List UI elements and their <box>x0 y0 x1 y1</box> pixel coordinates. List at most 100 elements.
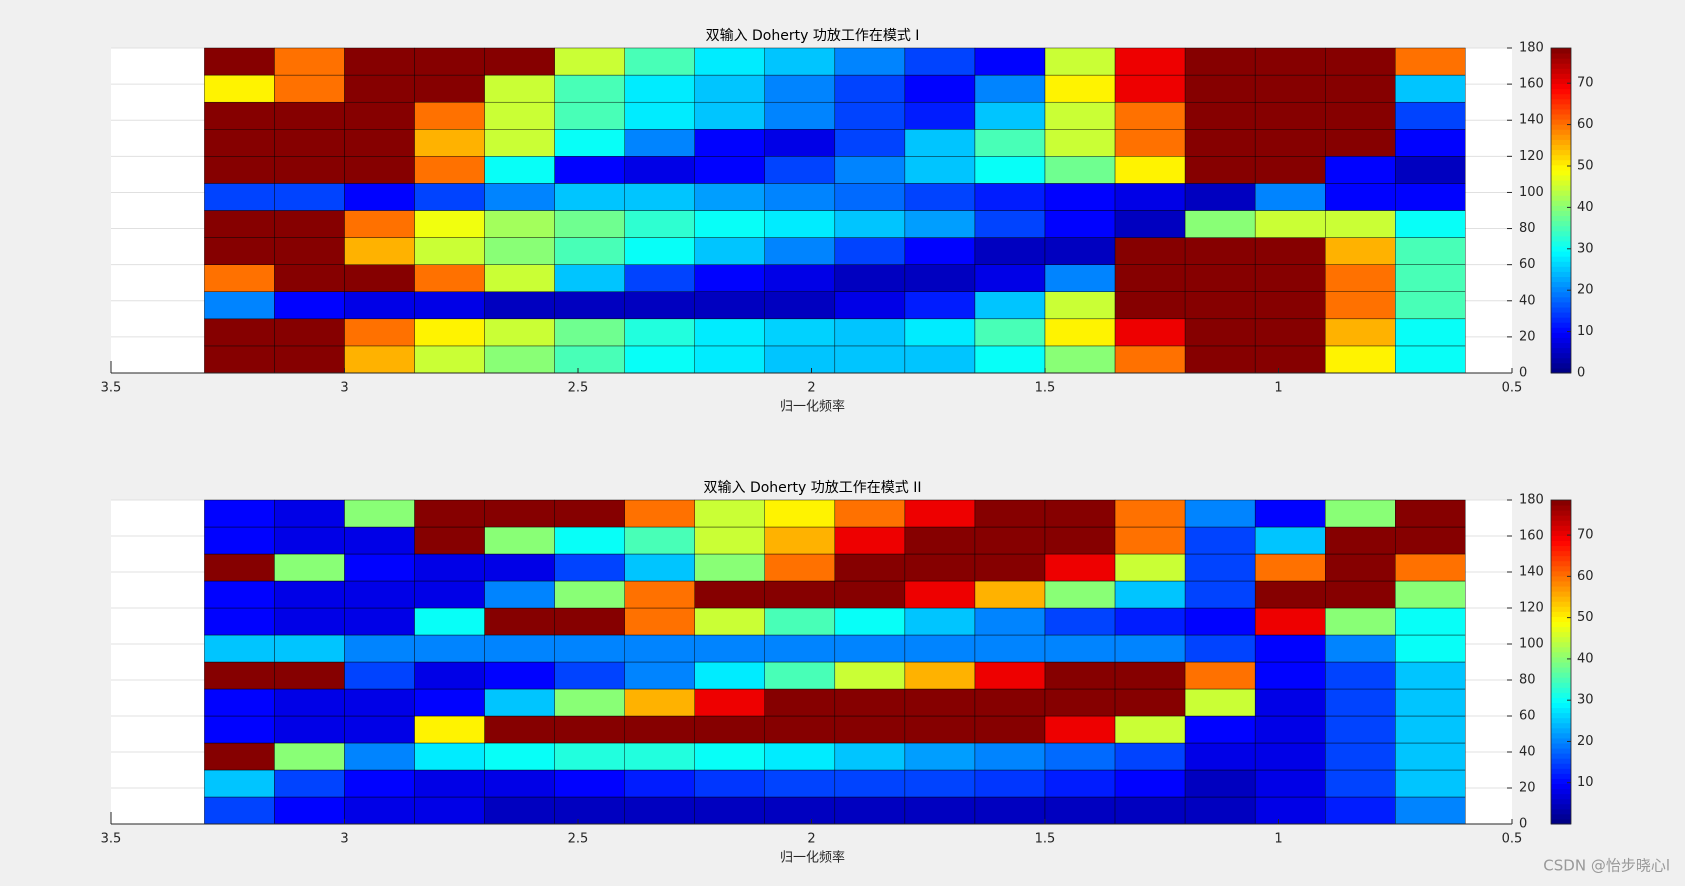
heat-cell <box>1324 796 1396 825</box>
heat-cell <box>904 499 976 528</box>
heat-cell <box>694 210 766 238</box>
heat-cell <box>274 796 345 825</box>
heat-cell <box>1324 715 1396 744</box>
heat-cell <box>764 661 836 690</box>
heat-cell <box>764 264 836 292</box>
heat-cell <box>484 264 555 292</box>
colorbar-tick-label: 30 <box>1577 693 1594 708</box>
heat-cell <box>1184 796 1256 825</box>
colorbar-swatch <box>1551 240 1571 247</box>
heat-cell <box>764 101 836 130</box>
colorbar-swatch <box>1551 672 1571 678</box>
heat-cell <box>1184 345 1256 374</box>
heat-cell <box>1044 769 1116 798</box>
x-tick-label: 2 <box>807 381 815 396</box>
heat-cell <box>904 210 976 238</box>
heat-cell <box>764 796 836 825</box>
heat-cell <box>904 183 976 211</box>
heat-cell <box>414 742 485 771</box>
heat-cell <box>1254 291 1326 320</box>
colorbar-swatch <box>1551 758 1571 764</box>
heat-cell <box>484 318 555 347</box>
colorbar-tick-label: 10 <box>1577 324 1594 339</box>
heat-cell <box>1254 74 1326 103</box>
heat-cell <box>974 74 1046 103</box>
heat-cell <box>344 237 415 265</box>
heat-cell <box>414 129 485 157</box>
colorbar-swatch <box>1551 500 1571 506</box>
colorbar-swatch <box>1551 631 1571 638</box>
colorbar-swatch <box>1551 763 1571 769</box>
y-tick-label: 100 <box>1519 185 1544 200</box>
colorbar-swatch <box>1551 124 1571 130</box>
heat-cell <box>484 101 555 130</box>
heat-cell <box>1395 634 1466 663</box>
colorbar-swatch <box>1551 195 1571 201</box>
heat-cell <box>204 237 275 265</box>
heat-cell <box>1114 715 1186 744</box>
heat-cell <box>1184 715 1256 744</box>
heat-cell <box>624 210 695 238</box>
colorbar-swatch <box>1551 337 1571 344</box>
heat-cell <box>1044 210 1116 238</box>
colorbar-swatch <box>1551 505 1571 511</box>
colorbar-swatch <box>1551 667 1571 673</box>
heat-cell <box>554 499 625 528</box>
heat-cell <box>274 47 345 76</box>
heat-cell <box>624 526 695 555</box>
colorbar-swatch <box>1551 322 1571 328</box>
heat-cell <box>624 318 695 347</box>
heat-cell <box>1044 634 1116 663</box>
colorbar-swatch <box>1551 808 1571 815</box>
heat-cell <box>1184 264 1256 292</box>
colorbar-swatch <box>1551 114 1571 120</box>
heat-cell <box>1114 769 1186 798</box>
heat-cell <box>204 661 275 690</box>
heat-cell <box>974 345 1046 374</box>
heat-cell <box>554 237 625 265</box>
colorbar-swatch <box>1551 83 1571 90</box>
heat-cell <box>974 101 1046 130</box>
heat-cell <box>974 607 1046 636</box>
heat-cell <box>694 688 766 717</box>
colorbar-swatch <box>1551 616 1571 622</box>
heat-cell <box>554 715 625 744</box>
heat-cell <box>1114 553 1186 582</box>
heat-cell <box>834 101 906 130</box>
heat-cell <box>1254 742 1326 771</box>
heat-cell <box>974 264 1046 292</box>
heat-cell <box>1254 526 1326 555</box>
heat-cell <box>344 183 415 211</box>
heat-cell <box>274 553 345 582</box>
heat-cell <box>694 715 766 744</box>
heat-cell <box>414 499 485 528</box>
heat-cell <box>1324 634 1396 663</box>
heat-cell <box>904 264 976 292</box>
heat-cell <box>904 47 976 76</box>
heat-cell <box>274 264 345 292</box>
heat-cell <box>1044 661 1116 690</box>
heat-cell <box>1254 796 1326 825</box>
heat-cell <box>1254 661 1326 690</box>
heat-cell <box>904 345 976 374</box>
heat-cell <box>1044 101 1116 130</box>
heat-cell <box>554 688 625 717</box>
y-tick-label: 0 <box>1519 366 1527 381</box>
heat-cell <box>974 183 1046 211</box>
colorbar-swatch <box>1551 768 1571 774</box>
heat-cell <box>694 553 766 582</box>
colorbar-swatch <box>1551 139 1571 145</box>
colorbar-swatch <box>1551 367 1571 374</box>
colorbar-tick-label: 50 <box>1577 158 1594 173</box>
heat-cell <box>974 499 1046 528</box>
heat-cell <box>1044 129 1116 157</box>
colorbar-swatch <box>1551 159 1571 166</box>
heat-cell <box>1184 553 1256 582</box>
heat-cell <box>624 742 695 771</box>
heat-cell <box>1254 183 1326 211</box>
colorbar-swatch <box>1551 748 1571 754</box>
heat-cell <box>694 661 766 690</box>
heat-cell <box>1324 607 1396 636</box>
colorbar-swatch <box>1551 286 1571 293</box>
colorbar-swatch <box>1551 646 1571 653</box>
